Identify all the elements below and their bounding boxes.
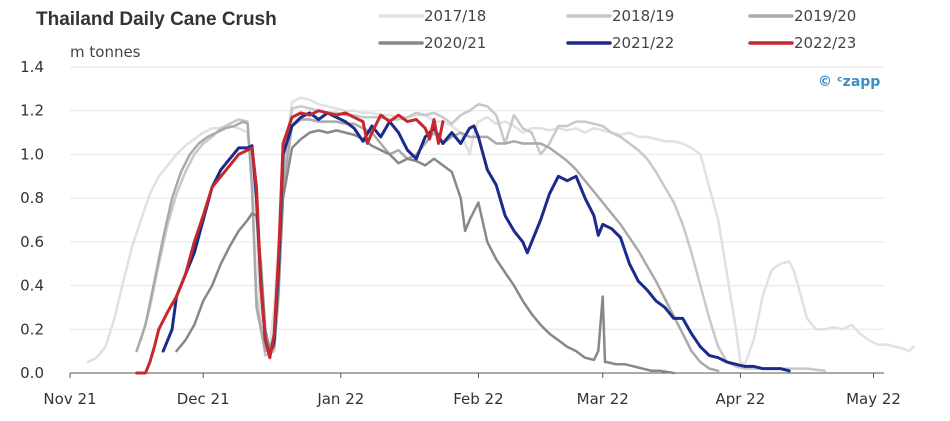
x-tick-label: Feb 22 <box>453 390 503 408</box>
series-line-2022-23 <box>135 109 445 375</box>
series-lines <box>86 96 915 375</box>
y-tick-label: 1.4 <box>20 58 44 76</box>
y-axis-ticks: 0.0 0.2 0.4 0.6 0.8 1.0 1.2 1.4 <box>20 58 44 382</box>
legend-label: 2022/23 <box>794 34 856 52</box>
y-tick-label: 0.2 <box>20 320 44 338</box>
y-tick-label: 1.2 <box>20 102 44 120</box>
legend-label: 2017/18 <box>424 7 486 25</box>
x-axis-ticks: Nov 21 Dec 21 Jan 22 Feb 22 Mar 22 Apr 22 May … <box>43 373 901 408</box>
y-tick-label: 0.6 <box>20 233 44 251</box>
copyright-label: © ᶜzapp <box>818 74 880 90</box>
legend: 2017/18 2018/19 2019/20 2020/21 2021/22 2022/… <box>378 7 856 52</box>
y-axis-unit-label: m tonnes <box>70 43 141 61</box>
legend-label: 2021/22 <box>612 34 674 52</box>
grid <box>70 66 884 374</box>
legend-label: 2018/19 <box>612 7 674 25</box>
legend-label: 2020/21 <box>424 34 486 52</box>
y-tick-label: 1.0 <box>20 145 44 163</box>
y-tick-label: 0.0 <box>20 364 44 382</box>
x-tick-label: Apr 22 <box>715 390 765 408</box>
series-line-2019-20 <box>135 118 720 373</box>
y-tick-label: 0.4 <box>20 277 44 295</box>
x-tick-label: Jan 22 <box>316 390 364 408</box>
x-tick-label: Dec 21 <box>177 390 230 408</box>
y-tick-label: 0.8 <box>20 189 44 207</box>
x-tick-label: Mar 22 <box>577 390 629 408</box>
legend-label: 2019/20 <box>794 7 856 25</box>
chart-title: Thailand Daily Cane Crush <box>36 9 277 30</box>
x-tick-label: Nov 21 <box>43 390 96 408</box>
x-tick-label: May 22 <box>846 390 901 408</box>
